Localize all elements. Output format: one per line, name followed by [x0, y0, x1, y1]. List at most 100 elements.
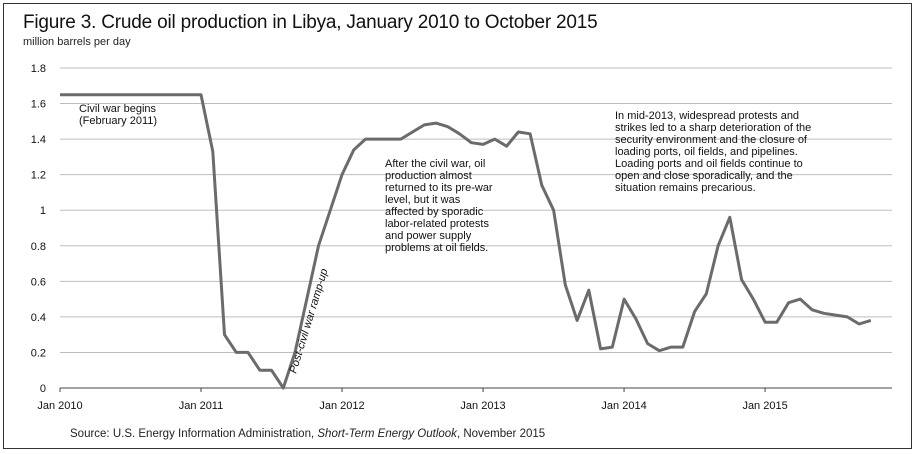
series-layer — [60, 93, 872, 390]
annotation-after-civil-war-line: problems at oil fields. — [385, 242, 489, 254]
chart-frame — [3, 3, 912, 449]
data-point — [141, 93, 144, 96]
annotation-mid-2013-line: In mid-2013, widespread protests and — [615, 110, 800, 122]
data-point — [235, 351, 238, 354]
data-point — [211, 150, 214, 153]
data-point — [517, 130, 520, 133]
data-point — [752, 298, 755, 301]
data-point — [822, 312, 825, 315]
data-point — [846, 315, 849, 318]
y-tick-label: 0.8 — [31, 241, 46, 253]
annotation-mid-2013-line: open and close sporadically, and the — [615, 170, 793, 182]
y-tick-label: 1.2 — [31, 170, 46, 182]
y-tick-label: 1.6 — [31, 99, 46, 111]
data-point — [623, 298, 626, 301]
axes: 0 0.2 0.4 0.6 0.8 1 1.2 1.4 1.6 1.8 Jan 2010 Jan 20… — [31, 63, 892, 412]
data-point — [670, 346, 673, 349]
data-point — [646, 342, 649, 345]
x-tick-label: Jan 2013 — [460, 400, 505, 412]
y-tick-label: 0.2 — [31, 347, 46, 359]
data-point — [634, 317, 637, 320]
source-publication: Short-Term Energy Outlook — [317, 428, 457, 440]
data-point — [458, 132, 461, 135]
annotation-after-civil-war: After the civil war, oil production almos… — [385, 158, 493, 254]
data-point — [529, 132, 532, 135]
data-point — [446, 125, 449, 128]
data-point — [834, 314, 837, 317]
source-note: Source: U.S. Energy Information Administ… — [70, 428, 545, 440]
x-tick-label: Jan 2011 — [179, 400, 223, 412]
data-point — [188, 93, 191, 96]
annotation-civil-war-line2: (February 2011) — [79, 115, 158, 127]
data-point — [728, 216, 731, 219]
annotation-mid-2013-line: strikes led to a sharp deterioration of … — [615, 122, 812, 134]
data-point — [764, 321, 767, 324]
y-tick-label: 1.8 — [31, 63, 46, 75]
annotation-mid-2013-line: security environment and the closure of — [615, 134, 807, 146]
series-line — [60, 93, 872, 390]
data-point — [705, 292, 708, 295]
data-point — [258, 369, 261, 372]
data-point — [658, 349, 661, 352]
data-point — [434, 122, 437, 125]
x-tick-label: Jan 2014 — [601, 400, 646, 412]
data-point — [505, 145, 508, 148]
data-point — [787, 301, 790, 304]
data-point — [493, 138, 496, 141]
annotation-after-civil-war-line: After the civil war, oil — [385, 158, 486, 170]
annotation-after-civil-war-line: affected by sporadic — [385, 206, 484, 218]
data-point — [740, 278, 743, 281]
data-point — [58, 93, 61, 96]
data-point — [858, 322, 861, 325]
annotation-mid-2013-line: loading ports, oil fields, and pipelines… — [615, 146, 798, 158]
data-point — [164, 93, 167, 96]
y-tick-label: 1 — [40, 205, 46, 217]
data-point — [305, 298, 308, 301]
y-tick-label: 0.4 — [31, 312, 46, 324]
data-point — [423, 123, 426, 126]
data-point — [105, 93, 108, 96]
data-point — [352, 148, 355, 151]
data-point — [270, 369, 273, 372]
source-suffix: , November 2015 — [456, 428, 546, 440]
annotation-after-civil-war-line: production almost — [385, 170, 472, 182]
annotation-mid-2013: In mid-2013, widespread protests and stri… — [615, 110, 811, 194]
data-point — [564, 283, 567, 286]
data-point — [587, 289, 590, 292]
annotation-civil-war-line1: Civil war begins — [79, 103, 157, 115]
data-point — [282, 386, 285, 389]
x-tick-label: Jan 2010 — [37, 400, 82, 412]
data-point — [82, 93, 85, 96]
source-prefix: Source: U.S. Energy Information Administ… — [70, 428, 318, 440]
gridlines — [60, 67, 892, 353]
y-tick-label: 1.4 — [31, 134, 46, 146]
data-point — [364, 138, 367, 141]
x-tick-label: Jan 2012 — [319, 400, 364, 412]
data-point — [340, 173, 343, 176]
y-tick-label: 0 — [40, 383, 46, 395]
data-point — [599, 347, 602, 350]
data-point — [117, 93, 120, 96]
data-point — [129, 93, 132, 96]
data-point — [717, 244, 720, 247]
annotation-mid-2013-line: situation remains precarious. — [615, 182, 756, 194]
data-point — [681, 346, 684, 349]
data-point — [811, 308, 814, 311]
data-point — [199, 93, 202, 96]
data-point — [246, 351, 249, 354]
data-point — [411, 130, 414, 133]
data-point — [470, 141, 473, 144]
data-point — [540, 184, 543, 187]
annotation-after-civil-war-line: returned to its pre-war — [385, 182, 493, 194]
data-point — [611, 346, 614, 349]
y-axis-unit-label: million barrels per day — [23, 36, 131, 48]
data-point — [94, 93, 97, 96]
data-point — [799, 298, 802, 301]
x-tick-label: Jan 2015 — [742, 400, 787, 412]
annotation-civil-war: Civil war begins (February 2011) — [79, 103, 157, 127]
chart-title: Figure 3. Crude oil production in Libya,… — [23, 12, 598, 33]
data-point — [152, 93, 155, 96]
data-point — [482, 143, 485, 146]
annotation-after-civil-war-line: labor-related protests — [385, 218, 489, 230]
